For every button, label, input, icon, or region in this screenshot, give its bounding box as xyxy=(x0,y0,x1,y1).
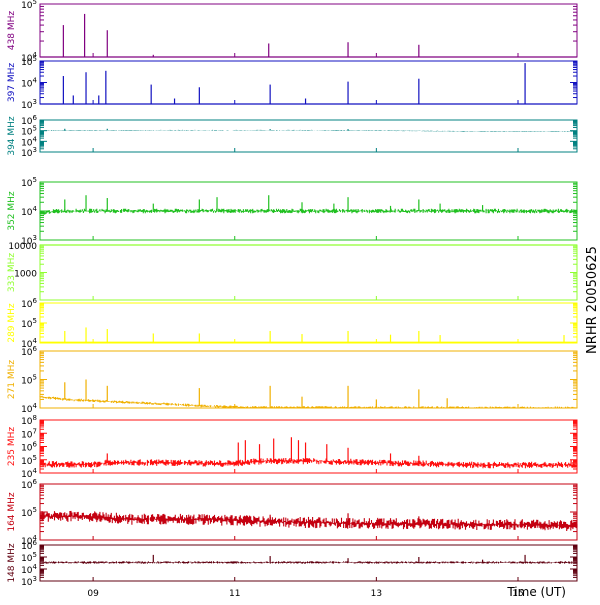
panel-271-mhz: 104 105 106 271 MHz xyxy=(7,345,578,415)
panel-frame xyxy=(39,244,578,301)
y-tick-label: 105 xyxy=(21,551,37,564)
series-trace xyxy=(39,458,578,469)
y-tick-label: 104 xyxy=(21,51,37,64)
y-tick-label: 103 xyxy=(21,234,37,247)
y-tick-label: 106 xyxy=(21,478,37,491)
y-tick-label: 105 xyxy=(21,55,37,68)
y-tick-label: 105 xyxy=(21,176,37,189)
series-trace xyxy=(39,510,578,531)
channel-label: 352 MHz xyxy=(7,191,17,231)
y-tick-label: 104 xyxy=(21,77,37,90)
y-tick-label: 105 xyxy=(21,317,37,330)
y-tick-label: 108 xyxy=(21,414,37,427)
y-tick-label: 104 xyxy=(21,205,37,218)
y-tick-label: 103 xyxy=(21,98,37,111)
y-tick-label: 104 xyxy=(21,534,37,547)
panel-frame xyxy=(39,119,578,153)
series-trace xyxy=(39,561,578,564)
channel-label: 164 MHz xyxy=(7,492,17,532)
channel-label: 271 MHz xyxy=(7,360,17,400)
y-tick-label: 106 xyxy=(21,345,37,358)
x-axis-label: Time (UT) xyxy=(506,585,566,599)
y-tick-label: 106 xyxy=(21,539,37,552)
y-tick-label: 106 xyxy=(21,114,37,127)
channel-label: 397 MHz xyxy=(7,63,17,103)
y-tick-label: 105 xyxy=(21,374,37,387)
series-trace xyxy=(39,395,578,408)
panel-164-mhz: 104 105 106 164 MHz xyxy=(7,478,578,547)
panel-397-mhz: 103 104 105 397 MHz xyxy=(7,55,578,111)
panel-289-mhz: 104 105 106 289 MHz xyxy=(7,297,578,350)
y-tick-label: 10000 xyxy=(8,242,37,252)
y-tick-label: 1000 xyxy=(14,270,37,280)
y-tick-label: 103 xyxy=(21,575,37,588)
y-tick-label: 106 xyxy=(21,297,37,310)
channel-label: 148 MHz xyxy=(7,543,17,583)
y-tick-label: 107 xyxy=(21,427,37,440)
y-tick-label: 105 xyxy=(21,506,37,519)
y-tick-label: 105 xyxy=(21,125,37,138)
series-trace xyxy=(39,129,578,132)
y-tick-label: 104 xyxy=(21,467,37,480)
panel-frame xyxy=(39,60,578,105)
y-tick-label: 105 xyxy=(21,454,37,467)
y-tick-label: 104 xyxy=(21,563,37,576)
panel-frame xyxy=(39,350,578,409)
x-tick-label: 11 xyxy=(229,589,240,599)
series-trace xyxy=(39,208,578,215)
y-tick-label: 103 xyxy=(21,146,37,159)
y-tick-label: 104 xyxy=(21,337,37,350)
y-tick-label: 105 xyxy=(21,0,37,11)
panel-frame xyxy=(39,483,578,541)
channel-label: 438 MHz xyxy=(7,11,17,51)
panel-frame xyxy=(39,302,578,344)
x-tick-label: 13 xyxy=(371,589,382,599)
x-tick-label: 09 xyxy=(87,589,99,599)
channel-label: 394 MHz xyxy=(7,116,17,156)
panel-438-mhz: 104 105 438 MHz xyxy=(7,0,578,64)
x-tick-label: 15 xyxy=(512,589,523,599)
y-tick-label: 104 xyxy=(21,402,37,415)
channel-label: 333 MHz xyxy=(7,253,17,293)
panel-352-mhz: 103 104 105 352 MHz xyxy=(7,176,578,247)
channel-label: 289 MHz xyxy=(7,303,17,343)
chart-title: NRHR 20050625 xyxy=(585,246,600,354)
panel-frame xyxy=(39,3,578,58)
y-tick-label: 104 xyxy=(21,135,37,148)
channel-label: 235 MHz xyxy=(7,427,17,467)
y-tick-label: 106 xyxy=(21,441,37,454)
